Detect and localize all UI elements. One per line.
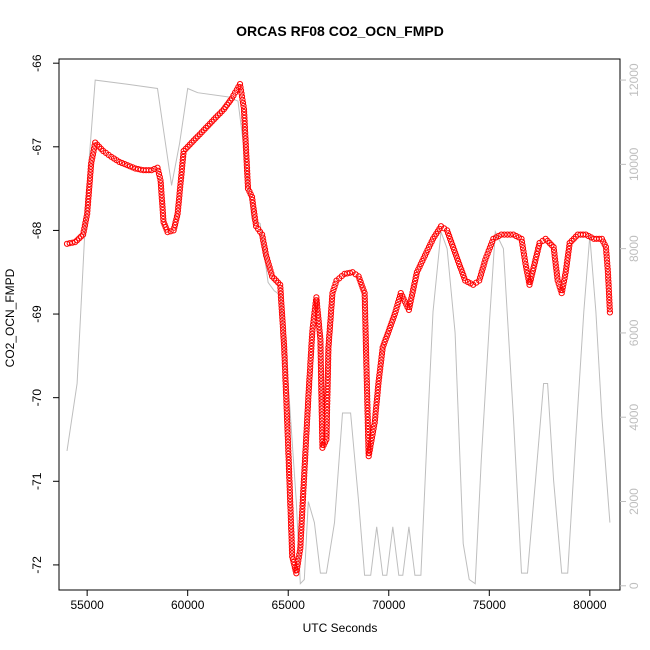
primary-series bbox=[64, 82, 612, 576]
data-point bbox=[332, 284, 337, 289]
x-axis: 55000 60000 65000 70000 75000 80000 bbox=[70, 590, 606, 612]
y2-tick-label: 12000 bbox=[627, 63, 641, 97]
x-tick-label: 70000 bbox=[372, 598, 406, 612]
y-tick-label: -67 bbox=[30, 138, 44, 156]
y2-tick-label: 10000 bbox=[627, 147, 641, 181]
data-point bbox=[607, 310, 612, 315]
x-axis-label: UTC Seconds bbox=[303, 621, 378, 635]
y-tick-label: -70 bbox=[30, 389, 44, 407]
plot-frame bbox=[59, 59, 620, 590]
y2-tick-label: 6000 bbox=[627, 319, 641, 346]
y-tick-label: -68 bbox=[30, 221, 44, 239]
x-tick-label: 75000 bbox=[473, 598, 507, 612]
x-tick-label: 65000 bbox=[272, 598, 306, 612]
y2-tick-label: 8000 bbox=[627, 235, 641, 262]
y-axis: -72 -71 -70 -69 -68 -67 -66 bbox=[30, 54, 59, 573]
y2-tick-label: 4000 bbox=[627, 404, 641, 431]
chart-title: ORCAS RF08 CO2_OCN_FMPD bbox=[236, 23, 444, 39]
y2-axis: 0 2000 4000 6000 8000 10000 12000 bbox=[620, 63, 641, 589]
secondary-series bbox=[67, 80, 610, 584]
y-tick-label: -72 bbox=[30, 556, 44, 574]
y-tick-label: -71 bbox=[30, 472, 44, 490]
x-tick-label: 60000 bbox=[171, 598, 205, 612]
y-axis-label: CO2_OCN_FMPD bbox=[3, 268, 17, 367]
x-tick-label: 80000 bbox=[573, 598, 607, 612]
y2-tick-label: 2000 bbox=[627, 488, 641, 515]
secondary-series-line bbox=[67, 80, 610, 584]
y2-tick-label: 0 bbox=[627, 582, 641, 589]
x-tick-label: 55000 bbox=[70, 598, 104, 612]
y-tick-label: -69 bbox=[30, 305, 44, 323]
y-tick-label: -66 bbox=[30, 54, 44, 72]
